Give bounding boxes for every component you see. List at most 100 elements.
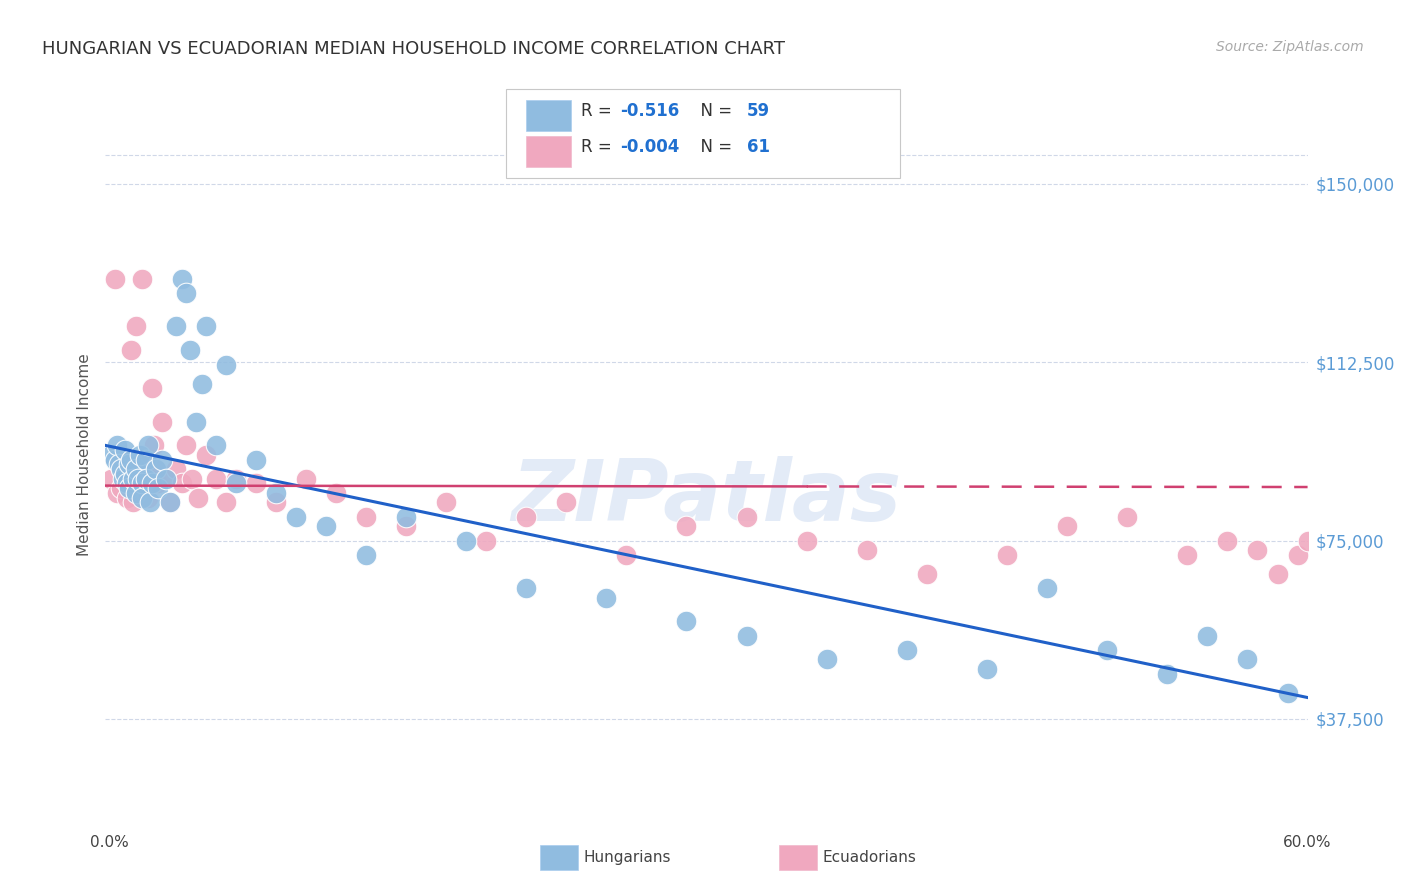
Point [515, 581, 537, 595]
Point [1286, 548, 1309, 562]
Point [1267, 566, 1289, 581]
Point [141, 476, 163, 491]
Point [675, 615, 697, 629]
Point [150, 452, 173, 467]
Point [204, 472, 226, 486]
Point [225, 472, 247, 486]
Point [796, 533, 818, 548]
Point [128, 472, 150, 486]
Point [132, 481, 155, 495]
Point [107, 486, 129, 500]
Point [395, 519, 418, 533]
Point [100, 448, 122, 462]
Point [112, 472, 135, 486]
Point [136, 491, 159, 505]
Point [855, 543, 877, 558]
Point [114, 458, 136, 472]
Point [204, 438, 226, 452]
Point [1216, 533, 1239, 548]
Point [475, 533, 498, 548]
Text: Ecuadorians: Ecuadorians [823, 850, 917, 864]
Point [135, 452, 157, 467]
Point [190, 376, 212, 391]
Point [454, 533, 477, 548]
Point [155, 472, 177, 486]
Point [325, 486, 347, 500]
Point [174, 438, 197, 452]
Point [108, 458, 131, 472]
Point [354, 509, 377, 524]
Point [995, 548, 1018, 562]
Point [555, 495, 578, 509]
Point [114, 467, 136, 481]
Point [354, 548, 377, 562]
Point [1246, 543, 1268, 558]
Point [1036, 581, 1059, 595]
Text: Hungarians: Hungarians [583, 850, 671, 864]
Point [146, 481, 169, 495]
Point [131, 491, 153, 505]
Text: -0.516: -0.516 [620, 103, 679, 120]
Point [159, 495, 181, 509]
Point [315, 519, 337, 533]
Point [121, 476, 143, 491]
Point [121, 452, 143, 467]
Point [118, 458, 141, 472]
Point [1097, 643, 1119, 657]
Point [194, 448, 217, 462]
Point [145, 462, 167, 476]
Point [135, 458, 157, 472]
Text: 61: 61 [747, 138, 769, 156]
Point [127, 472, 149, 486]
Point [295, 472, 318, 486]
Point [117, 491, 139, 505]
Point [110, 481, 132, 495]
Text: Source: ZipAtlas.com: Source: ZipAtlas.com [1216, 40, 1364, 54]
Point [187, 491, 209, 505]
Point [264, 486, 287, 500]
Point [114, 443, 136, 458]
Point [122, 472, 145, 486]
Point [896, 643, 918, 657]
Point [155, 472, 177, 486]
Point [165, 462, 187, 476]
Point [124, 319, 146, 334]
Point [595, 591, 617, 605]
Point [915, 566, 938, 581]
Text: ZIPatlas: ZIPatlas [512, 456, 901, 540]
Point [284, 509, 307, 524]
Point [170, 272, 193, 286]
Point [1056, 519, 1078, 533]
Text: 60.0%: 60.0% [1284, 836, 1331, 850]
Point [264, 495, 287, 509]
Point [395, 509, 418, 524]
Point [245, 452, 267, 467]
Point [145, 462, 167, 476]
Point [245, 476, 267, 491]
Point [127, 462, 149, 476]
Point [117, 476, 139, 491]
Point [815, 652, 838, 666]
Point [1197, 629, 1219, 643]
Point [136, 438, 159, 452]
Point [108, 448, 131, 462]
Point [121, 343, 143, 358]
Text: -0.004: -0.004 [620, 138, 679, 156]
Point [179, 343, 201, 358]
Point [159, 495, 181, 509]
Point [194, 319, 217, 334]
Point [138, 472, 160, 486]
Point [225, 476, 247, 491]
Point [214, 495, 236, 509]
Point [110, 462, 132, 476]
Point [434, 495, 457, 509]
Text: R =: R = [581, 138, 617, 156]
Point [112, 467, 135, 481]
Point [180, 472, 202, 486]
Point [976, 662, 998, 676]
Point [675, 519, 697, 533]
Point [131, 476, 153, 491]
Point [1296, 533, 1319, 548]
Point [104, 452, 127, 467]
Point [146, 476, 169, 491]
